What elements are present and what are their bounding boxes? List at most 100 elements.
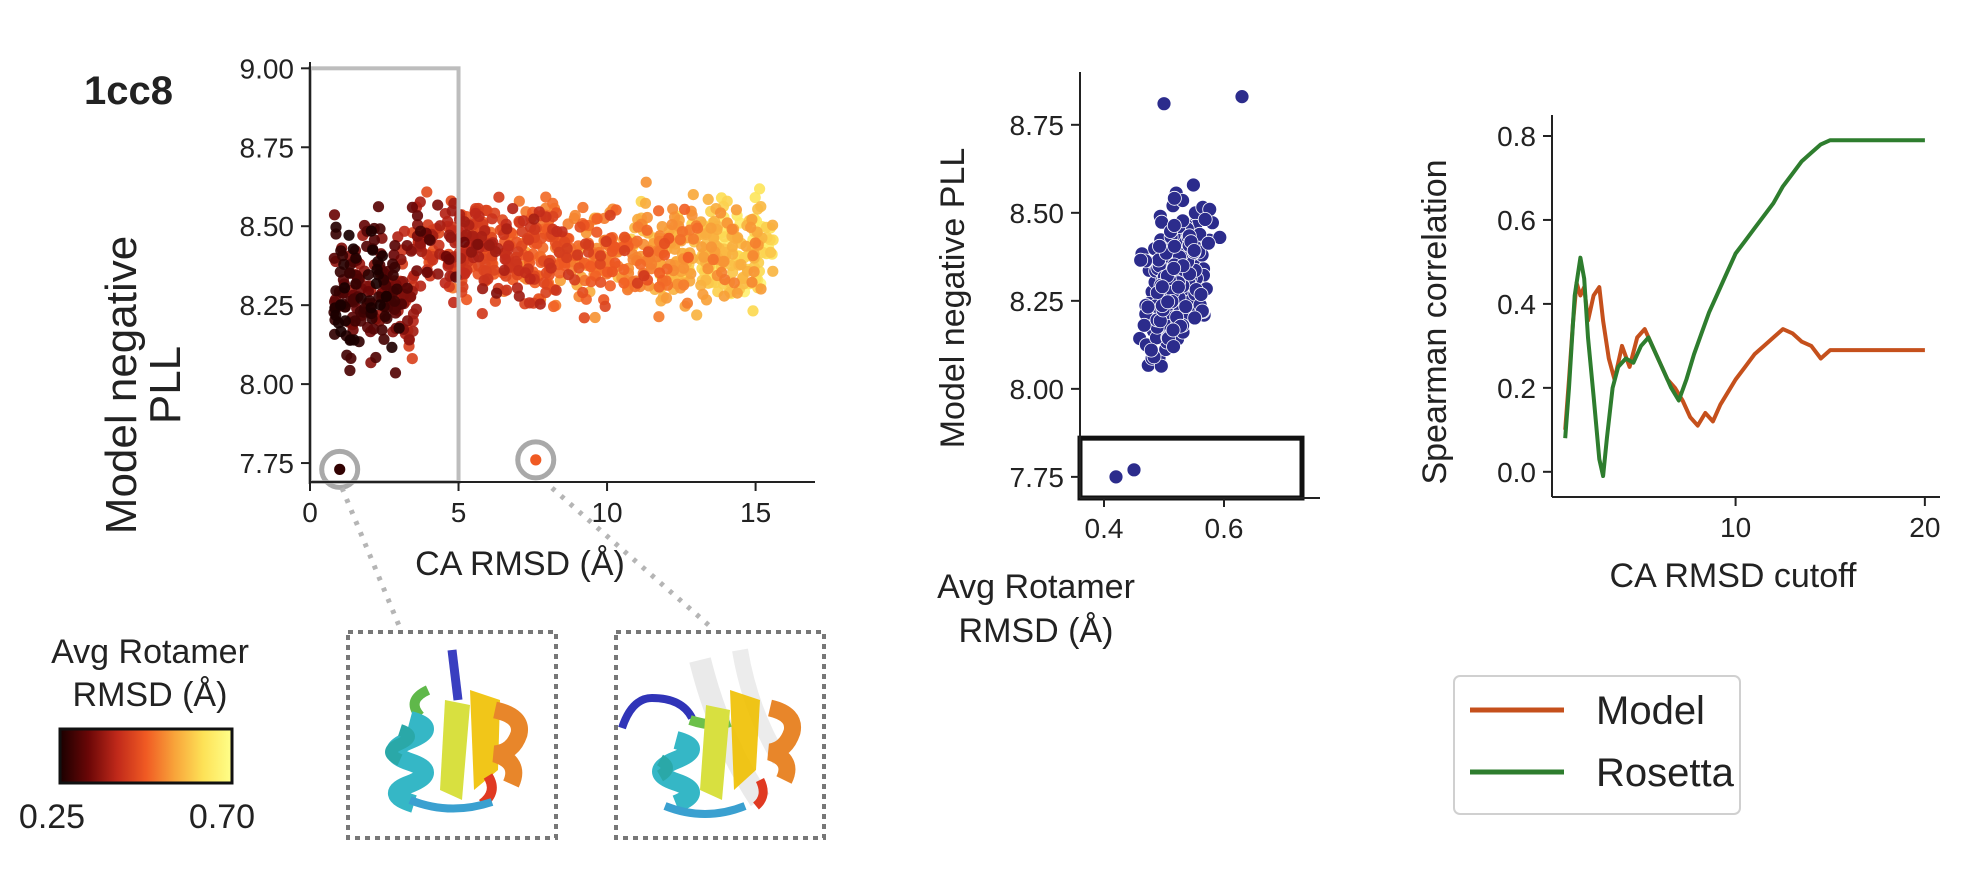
y-tick-label: 8.25 [1010, 286, 1065, 317]
scatter-point [402, 315, 414, 327]
x-tick-label: 10 [591, 497, 622, 528]
scatter-point [376, 324, 388, 336]
highlighted-point-high-rmsd [515, 439, 557, 481]
scatter-point [370, 351, 382, 364]
scatter-point [380, 290, 392, 302]
scatter-point [458, 236, 470, 248]
highlighted-point-low-rmsd [319, 448, 361, 490]
scatter-point [591, 226, 603, 238]
scatter-point [1108, 469, 1124, 485]
y-axis-label: Model negative PLL [934, 148, 972, 449]
scatter-point [362, 286, 374, 298]
scatter-point [355, 292, 367, 304]
scatter-point [745, 221, 757, 233]
scatter-point [534, 298, 546, 310]
scatter-point [589, 311, 601, 324]
colorbar-title-line1: Avg Rotamer [51, 633, 249, 671]
scatter-point [343, 229, 355, 241]
series-line-model [1563, 280, 1925, 430]
scatter-point [678, 279, 690, 291]
scatter-point [376, 250, 388, 262]
pll-vs-rotamer-rmsd-chart: 0.4 0.6 7.75 8.00 8.25 8.50 8.75 Avg Rotamer R… [934, 72, 1320, 650]
scatter-point [696, 241, 708, 253]
scatter-point [718, 290, 730, 302]
y-tick-label: 0.0 [1497, 457, 1536, 488]
colorbar: Avg Rotamer RMSD (Å) 0.25 0.70 [19, 633, 255, 836]
scatter-point [507, 203, 519, 215]
scatter-point [414, 225, 427, 237]
scatter-point [368, 234, 380, 246]
scatter-point [666, 219, 678, 231]
scatter-point [599, 300, 611, 312]
scatter-point [512, 246, 524, 258]
scatter-point [540, 286, 552, 299]
scatter-point [528, 213, 540, 225]
scatter-point [1166, 260, 1182, 276]
scatter-point [1193, 287, 1209, 302]
scatter-point [432, 268, 444, 280]
scatter-point [411, 265, 423, 277]
scatter-point [392, 231, 404, 243]
y-tick-label: 7.75 [240, 448, 295, 479]
scatter-point [718, 255, 730, 267]
scatter-point [730, 204, 743, 216]
scatter-point [705, 241, 718, 253]
scatter-point [640, 176, 652, 188]
scatter-point [386, 341, 398, 353]
scatter-point [465, 246, 477, 258]
scatter-point [472, 238, 484, 250]
scatter-point [1186, 243, 1202, 258]
scatter-point [574, 221, 586, 233]
scatter-point [421, 186, 433, 198]
scatter-point [374, 223, 386, 235]
scatter-point [698, 251, 710, 263]
scatter-point [421, 266, 433, 278]
y-tick-label: 0.2 [1497, 373, 1536, 404]
scatter-point [483, 239, 495, 251]
scatter-point [415, 280, 427, 292]
scatter-point [459, 267, 471, 280]
x-tick-label: 15 [740, 497, 771, 528]
scatter-point [749, 237, 762, 249]
scatter-point [491, 287, 503, 299]
x-tick-label: 0 [302, 497, 318, 528]
scatter-point [658, 237, 671, 250]
scatter-point [595, 276, 607, 288]
scatter-point [754, 183, 766, 195]
scatter-point [401, 282, 413, 294]
scatter-point [619, 231, 631, 243]
low-rmsd-structure-inset [346, 630, 558, 840]
scatter-point [348, 334, 360, 346]
scatter-point [682, 251, 694, 263]
scatter-point [604, 280, 616, 292]
scatter-point [389, 367, 402, 379]
scatter-point [401, 240, 413, 252]
scatter-point [631, 277, 644, 289]
y-tick-label: 8.50 [1010, 198, 1065, 229]
scatter-point [493, 191, 505, 203]
highlighted-scatter-point [530, 454, 542, 466]
scatter-point [523, 234, 535, 246]
y-axis-label-line1: Model negative [97, 236, 146, 534]
scatter-point [1126, 462, 1142, 478]
colorbar-gradient [58, 727, 234, 785]
scatter-point [631, 235, 643, 247]
scatter-point [389, 240, 401, 252]
scatter-point [407, 325, 419, 337]
x-axis-label-line1: Avg Rotamer [937, 568, 1135, 606]
scatter-point [660, 292, 673, 304]
scatter-point [486, 213, 498, 225]
scatter-point [594, 250, 607, 262]
scatter-point [344, 364, 356, 377]
scatter-point [747, 250, 759, 262]
scatter-point [609, 257, 621, 269]
y-tick-label: 0.6 [1497, 205, 1536, 236]
scatter-point [551, 225, 563, 238]
scatter-point [1186, 177, 1201, 193]
scatter-point [705, 222, 717, 234]
scatter-point [767, 219, 779, 231]
scatter-point [538, 277, 550, 289]
scatter-point [432, 199, 444, 211]
scatter-point [562, 269, 575, 281]
scatter-point [362, 269, 374, 281]
